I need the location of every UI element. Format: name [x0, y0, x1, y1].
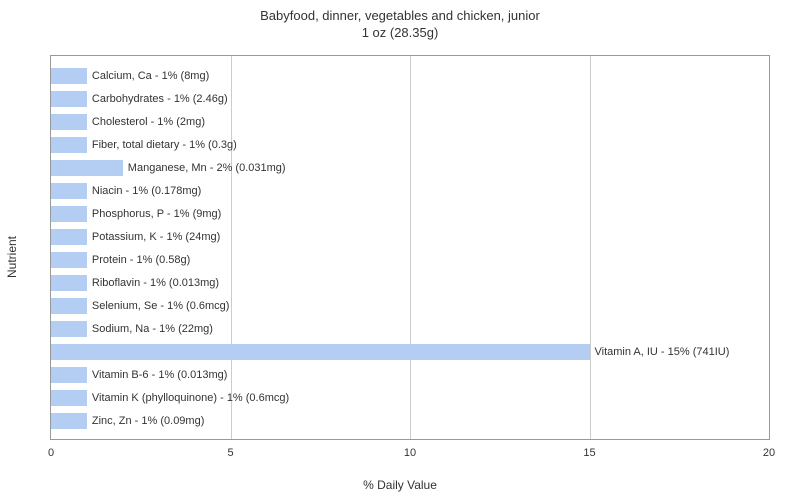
bar-label: Selenium, Se - 1% (0.6mcg) — [87, 298, 230, 314]
bar-label: Cholesterol - 1% (2mg) — [87, 114, 205, 130]
bar-row: Selenium, Se - 1% (0.6mcg) — [51, 296, 769, 316]
chart-title: Babyfood, dinner, vegetables and chicken… — [0, 0, 800, 42]
bar-row: Protein - 1% (0.58g) — [51, 250, 769, 270]
bar-row: Cholesterol - 1% (2mg) — [51, 112, 769, 132]
bar-label: Manganese, Mn - 2% (0.031mg) — [123, 160, 286, 176]
bar-label: Protein - 1% (0.58g) — [87, 252, 190, 268]
title-line1: Babyfood, dinner, vegetables and chicken… — [260, 8, 540, 23]
bar — [51, 390, 87, 406]
bar-row: Vitamin B-6 - 1% (0.013mg) — [51, 365, 769, 385]
bar — [51, 321, 87, 337]
bar — [51, 344, 590, 360]
x-axis-label: % Daily Value — [363, 478, 437, 492]
bar-row: Niacin - 1% (0.178mg) — [51, 181, 769, 201]
chart-container: Babyfood, dinner, vegetables and chicken… — [0, 0, 800, 500]
x-tick: 5 — [227, 447, 233, 459]
bar-label: Riboflavin - 1% (0.013mg) — [87, 275, 219, 291]
bar — [51, 114, 87, 130]
bar-label: Niacin - 1% (0.178mg) — [87, 183, 201, 199]
plot-area: 05101520Calcium, Ca - 1% (8mg)Carbohydra… — [50, 55, 770, 440]
bar-row: Zinc, Zn - 1% (0.09mg) — [51, 411, 769, 431]
bar — [51, 206, 87, 222]
y-axis-label: Nutrient — [5, 236, 19, 278]
bar-row: Sodium, Na - 1% (22mg) — [51, 319, 769, 339]
bar-label: Vitamin K (phylloquinone) - 1% (0.6mcg) — [87, 390, 289, 406]
x-tick: 0 — [48, 447, 54, 459]
bar-label: Vitamin B-6 - 1% (0.013mg) — [87, 367, 228, 383]
bar-label: Fiber, total dietary - 1% (0.3g) — [87, 137, 237, 153]
bar-row: Carbohydrates - 1% (2.46g) — [51, 89, 769, 109]
bar — [51, 252, 87, 268]
bar-row: Riboflavin - 1% (0.013mg) — [51, 273, 769, 293]
bar-label: Vitamin A, IU - 15% (741IU) — [590, 344, 730, 360]
bar-row: Manganese, Mn - 2% (0.031mg) — [51, 158, 769, 178]
bar-row: Fiber, total dietary - 1% (0.3g) — [51, 135, 769, 155]
bar-row: Vitamin A, IU - 15% (741IU) — [51, 342, 769, 362]
x-tick: 20 — [763, 447, 775, 459]
bar-row: Phosphorus, P - 1% (9mg) — [51, 204, 769, 224]
bar-label: Phosphorus, P - 1% (9mg) — [87, 206, 221, 222]
bar — [51, 68, 87, 84]
bar-row: Vitamin K (phylloquinone) - 1% (0.6mcg) — [51, 388, 769, 408]
bar — [51, 160, 123, 176]
bar-row: Potassium, K - 1% (24mg) — [51, 227, 769, 247]
bar — [51, 91, 87, 107]
x-tick: 15 — [583, 447, 595, 459]
bar-label: Sodium, Na - 1% (22mg) — [87, 321, 213, 337]
bar-label: Zinc, Zn - 1% (0.09mg) — [87, 413, 204, 429]
bar — [51, 183, 87, 199]
bar-label: Calcium, Ca - 1% (8mg) — [87, 68, 209, 84]
bar — [51, 275, 87, 291]
bar — [51, 137, 87, 153]
bar-label: Carbohydrates - 1% (2.46g) — [87, 91, 228, 107]
title-line2: 1 oz (28.35g) — [362, 25, 439, 40]
bar — [51, 229, 87, 245]
bar — [51, 367, 87, 383]
bar — [51, 413, 87, 429]
bar — [51, 298, 87, 314]
bar-label: Potassium, K - 1% (24mg) — [87, 229, 220, 245]
bar-row: Calcium, Ca - 1% (8mg) — [51, 66, 769, 86]
x-tick: 10 — [404, 447, 416, 459]
